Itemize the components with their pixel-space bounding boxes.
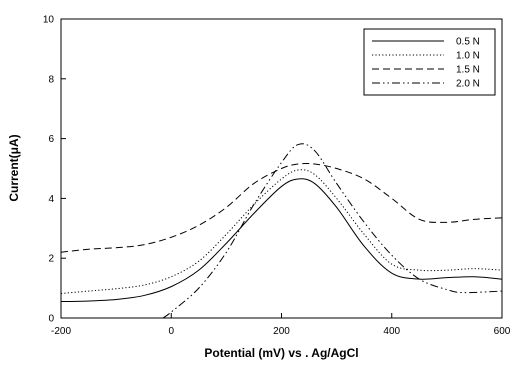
series-line-2 (61, 169, 502, 294)
legend: 0.5 N 1.0 N 1.5 N 2.0 N (363, 28, 496, 96)
x-tick-label: 0 (168, 326, 174, 337)
legend-box (363, 28, 496, 96)
legend-label: 0.5 N (456, 37, 480, 48)
series-line-3 (61, 162, 502, 253)
x-tick-label: 200 (273, 326, 290, 337)
x-tick-label: -200 (51, 326, 71, 337)
legend-label: 2.0 N (456, 79, 480, 90)
legend-label: 1.5 N (456, 65, 480, 76)
y-axis: 0 2 4 6 8 10 (43, 15, 66, 325)
x-tick-label: 400 (383, 326, 400, 337)
legend-label: 1.0 N (456, 51, 480, 62)
y-tick-label: 6 (48, 134, 54, 145)
x-axis-title: Potential (mV) vs . Ag/AgCl (204, 346, 358, 360)
y-tick-label: 0 (48, 314, 54, 325)
y-tick-label: 8 (48, 74, 54, 85)
y-tick-label: 4 (48, 194, 54, 205)
series-layer (61, 143, 502, 318)
y-tick-label: 2 (48, 254, 54, 265)
x-axis: -200 0 200 400 600 (51, 313, 511, 337)
series-line-1 (61, 178, 502, 303)
x-tick-label: 600 (494, 326, 511, 337)
y-tick-label: 10 (43, 15, 55, 26)
y-axis-title: Current(μA) (7, 134, 21, 201)
series-line-4 (162, 143, 502, 318)
